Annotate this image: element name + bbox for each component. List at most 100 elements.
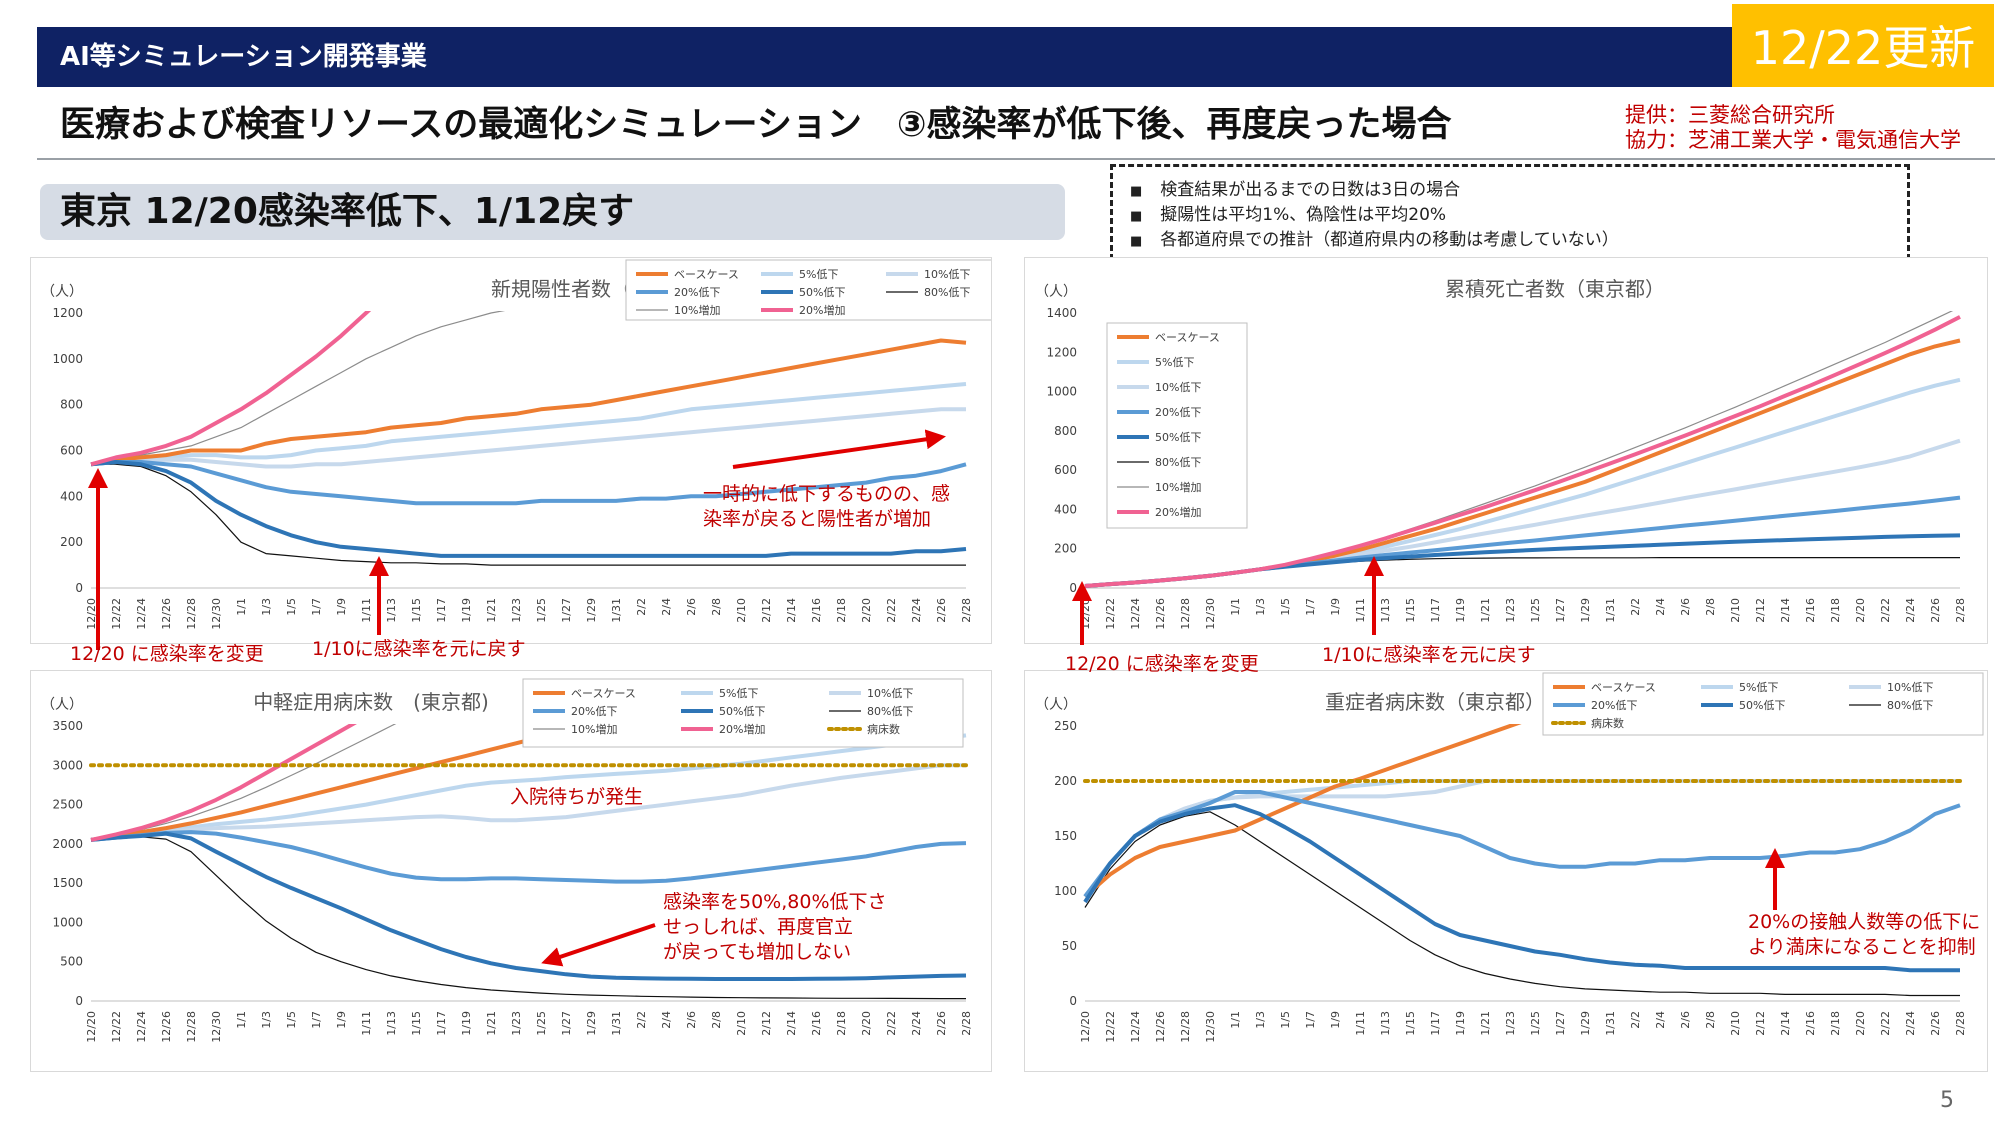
legend-label-base: ベースケース [571, 687, 636, 700]
chart-title: 累積死亡者数（東京都） [1445, 277, 1665, 301]
x-tick-label: 2/22 [1879, 598, 1892, 623]
x-tick-label: 2/12 [760, 598, 773, 623]
x-tick-label: 2/14 [785, 1011, 798, 1036]
series-line-down20 [1083, 790, 1961, 898]
y-tick-label: 500 [60, 955, 83, 969]
x-tick-label: 2/16 [810, 598, 823, 623]
x-tick-label: 2/12 [760, 1011, 773, 1036]
x-tick-label: 1/13 [385, 598, 398, 623]
series-line-down50 [1083, 803, 1960, 973]
x-tick-label: 1/19 [1454, 1011, 1467, 1036]
x-tick-label: 2/28 [960, 1011, 973, 1036]
x-tick-label: 12/22 [110, 1011, 123, 1043]
chart-panel-cumulative-deaths: 累積死亡者数（東京都） （人） 0 200 400 600 800 1000 1200 1400 1… [1024, 257, 1988, 644]
y-tick-label: 0 [1069, 994, 1077, 1008]
x-tick-label: 2/12 [1754, 1011, 1767, 1036]
x-tick-label: 12/24 [135, 598, 148, 630]
x-tick-label: 1/27 [560, 1011, 573, 1036]
x-tick-label: 2/24 [910, 1011, 923, 1036]
legend-label-base: ベースケース [1591, 681, 1656, 694]
x-tick-label: 2/6 [685, 1011, 698, 1029]
x-tick-label: 1/23 [510, 1011, 523, 1036]
x-tick-label: 1/15 [1404, 1011, 1417, 1036]
x-tick-label: 1/13 [1379, 598, 1392, 623]
series-line-down10 [90, 407, 966, 469]
legend-label-base: ベースケース [1155, 331, 1220, 344]
square-bullet-icon: ■ [1130, 234, 1143, 249]
x-tick-label: 2/4 [660, 1011, 673, 1029]
series-line-base [1083, 724, 1522, 899]
x-tick-label: 1/11 [360, 598, 373, 623]
new-positives-chart: 新規陽性者数（東京都）（人）02004006008001000120012/20… [41, 259, 1007, 630]
legend-label-down20: 20%低下 [571, 705, 617, 718]
x-tick-label: 2/6 [1679, 1011, 1692, 1029]
x-tick-label: 1/9 [1329, 598, 1342, 616]
region-title-box [40, 184, 1065, 240]
x-tick-label: 2/26 [1929, 1011, 1942, 1036]
y-tick-label: 800 [1054, 424, 1077, 438]
x-tick-label: 2/26 [935, 598, 948, 623]
x-tick-label: 2/28 [1954, 1011, 1967, 1036]
x-tick-label: 2/6 [685, 598, 698, 616]
series-line-down5 [90, 382, 967, 467]
legend-label-down80: 80%低下 [1155, 456, 1201, 469]
chart-panel-new-positives: 新規陽性者数（東京都） （人） 0 200 400 600 800 1000 1200 12/20… [30, 257, 1007, 644]
y-tick-label: 2500 [52, 798, 83, 812]
y-tick-label: 150 [1054, 829, 1077, 843]
y-tick-label: 50 [1062, 939, 1077, 953]
y-tick-label: 200 [1054, 542, 1077, 556]
x-tick-label: 2/2 [1629, 1011, 1642, 1029]
legend-label-up10: 10%増加 [1155, 481, 1201, 494]
legend-label-up10: 10%増加 [674, 304, 720, 317]
severe-beds-chart: 重症者病床数（東京都） （人） 0 50 100 150 200 250 12/20 12/22 1… [1035, 672, 1984, 1043]
x-tick-label: 1/5 [285, 598, 298, 616]
y-tick-label: 100 [1054, 884, 1077, 898]
title-divider [37, 158, 1995, 160]
x-tick-label: 2/28 [1954, 598, 1967, 623]
chart-panel-mild-beds: 中軽症用病床数 (東京都) （人） 0 500 1000 1500 2000 2500 3000… [30, 670, 992, 1072]
y-tick-label: 800 [60, 398, 83, 412]
x-tick-label: 12/28 [1179, 1011, 1192, 1043]
x-tick-label: 2/2 [635, 598, 648, 616]
x-tick-label: 12/28 [1179, 598, 1192, 630]
x-tick-label: 2/4 [1654, 1011, 1667, 1029]
x-tick-label: 2/8 [1704, 598, 1717, 616]
y-tick-label: 1000 [1046, 385, 1077, 399]
y-axis-unit: （人） [1035, 284, 1077, 300]
legend-label-down50: 50%低下 [719, 705, 765, 718]
series-line-down5 [90, 733, 967, 842]
page-title: 医療および検査リソースの最適化シミュレーション ③感染率が低下後、再度戻った場合 [60, 105, 1452, 145]
update-badge: 12/22更新 [1732, 4, 1994, 87]
x-tick-label: 1/1 [235, 598, 248, 616]
legend-label-down80: 80%低下 [867, 705, 913, 718]
annotation-50-80-decrease: 感染率を50%,80%低下さ せっしれば、再度官立 が戻っても増加しない [663, 891, 887, 963]
x-tick-label: 12/30 [210, 1011, 223, 1043]
annotation-change-date-left: 12/20 に感染率を変更 [70, 643, 264, 665]
legend-label-down50: 50%低下 [1155, 431, 1201, 444]
x-tick-label: 1/25 [535, 1011, 548, 1036]
series-line-base [90, 338, 967, 467]
legend-label-up20: 20%増加 [719, 723, 765, 736]
x-tick-label: 1/17 [435, 1011, 448, 1036]
x-tick-label: 1/1 [1229, 598, 1242, 616]
x-tick-label: 1/29 [585, 1011, 598, 1036]
x-tick-label: 12/20 [85, 598, 98, 630]
y-tick-label: 1200 [52, 306, 83, 320]
x-tick-label: 12/22 [1104, 1011, 1117, 1043]
x-tick-label: 2/26 [935, 1011, 948, 1036]
condition-note: ■ 検査結果が出るまでの日数は3日の場合 [1130, 180, 1461, 200]
legend-label-down80: 80%低下 [1887, 699, 1933, 712]
x-tick-label: 2/20 [860, 1011, 873, 1036]
square-bullet-icon: ■ [1130, 184, 1143, 199]
chart-panel-severe-beds: 重症者病床数（東京都） （人） 0 50 100 150 200 250 12/20 12/22 1… [1024, 670, 1988, 1072]
series-line-down20 [90, 830, 967, 884]
x-tick-label: 1/9 [335, 598, 348, 616]
x-tick-label: 2/8 [1704, 1011, 1717, 1029]
series-line-down80 [91, 463, 966, 566]
x-tick-label: 2/26 [1929, 598, 1942, 623]
x-tick-label: 2/8 [710, 598, 723, 616]
x-tick-label: 1/5 [1279, 598, 1292, 616]
x-tick-label: 1/21 [1479, 1011, 1492, 1036]
x-tick-label: 12/20 [1079, 1011, 1092, 1043]
x-tick-label: 1/7 [1304, 598, 1317, 616]
